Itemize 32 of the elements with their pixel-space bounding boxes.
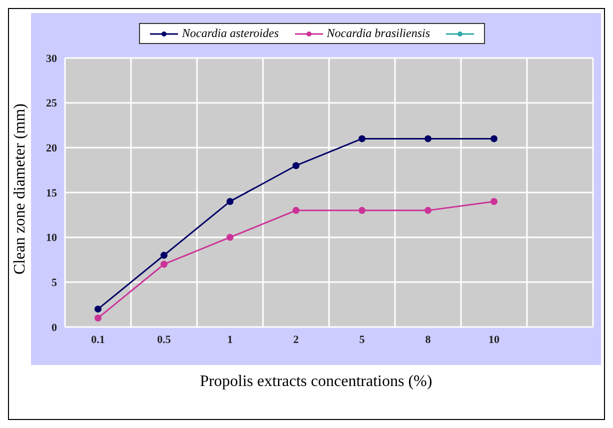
x-tick-label: 0.1 bbox=[91, 334, 105, 346]
y-tick-label: 5 bbox=[52, 277, 58, 290]
y-tick-label: 25 bbox=[46, 98, 58, 110]
legend-label: Nocardia brasiliensis bbox=[326, 26, 430, 41]
point bbox=[358, 135, 366, 142]
point bbox=[226, 198, 234, 205]
point bbox=[226, 234, 234, 241]
x-tick-label: 0.5 bbox=[157, 334, 172, 346]
x-axis-title: Propolis extracts concentrations (%) bbox=[198, 373, 434, 391]
y-tick-label: 0 bbox=[52, 322, 58, 334]
x-tick-label: 2 bbox=[293, 334, 300, 346]
point bbox=[424, 206, 432, 214]
x-tick-label: 5 bbox=[359, 334, 366, 346]
y-tick-label: 10 bbox=[46, 232, 58, 244]
point bbox=[358, 206, 366, 214]
point bbox=[160, 252, 168, 259]
y-tick-label: 15 bbox=[46, 187, 58, 200]
point bbox=[160, 260, 168, 268]
point bbox=[424, 135, 432, 142]
y-tick-label: 30 bbox=[46, 52, 58, 65]
y-tick-label: 20 bbox=[46, 142, 58, 155]
legend-label: Nocardia asteroides bbox=[180, 26, 279, 41]
x-tick-label: 1 bbox=[227, 334, 233, 346]
point bbox=[490, 198, 498, 205]
point bbox=[292, 206, 300, 214]
point bbox=[292, 162, 300, 170]
x-tick-label: 10 bbox=[488, 334, 500, 346]
x-tick-label: 8 bbox=[425, 334, 432, 346]
point bbox=[490, 135, 498, 142]
point bbox=[94, 306, 102, 313]
y-axis-title: Clean zone diameter (mm) bbox=[12, 103, 30, 275]
point bbox=[94, 314, 102, 322]
